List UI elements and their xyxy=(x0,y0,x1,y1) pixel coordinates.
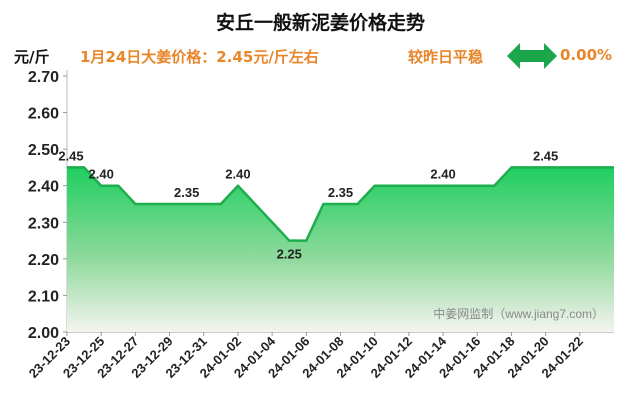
data-label: 2.35 xyxy=(328,185,353,200)
data-label: 2.45 xyxy=(533,148,558,163)
compare-label: 较昨日平稳 xyxy=(408,48,484,66)
data-label: 2.25 xyxy=(277,247,302,262)
data-label: 2.40 xyxy=(89,167,114,182)
data-label: 2.35 xyxy=(174,185,199,200)
change-value: 0.00% xyxy=(560,46,613,64)
double-headed-arrow-icon xyxy=(507,43,557,69)
y-tick-label: 2.20 xyxy=(28,252,59,269)
data-label: 2.45 xyxy=(58,148,83,163)
data-label: 2.40 xyxy=(225,167,250,182)
y-tick-label: 2.40 xyxy=(28,179,59,196)
watermark-text: 中姜网监制（www.jiang7.com） xyxy=(433,306,604,321)
y-tick-label: 2.70 xyxy=(28,69,59,86)
data-label: 2.40 xyxy=(430,167,455,182)
y-tick-label: 2.30 xyxy=(28,215,59,232)
y-tick-label: 2.50 xyxy=(28,142,59,159)
chart-title: 安丘一般新泥姜价格走势 xyxy=(215,12,425,34)
y-tick-label: 2.00 xyxy=(28,325,59,342)
y-tick-label: 2.10 xyxy=(28,288,59,305)
price-area xyxy=(67,167,614,332)
price-note: 1月24日大姜价格：2.45元/斤左右 xyxy=(80,48,319,66)
price-line xyxy=(67,166,614,242)
y-tick-label: 2.60 xyxy=(28,106,59,123)
y-axis-unit: 元/斤 xyxy=(14,48,50,66)
